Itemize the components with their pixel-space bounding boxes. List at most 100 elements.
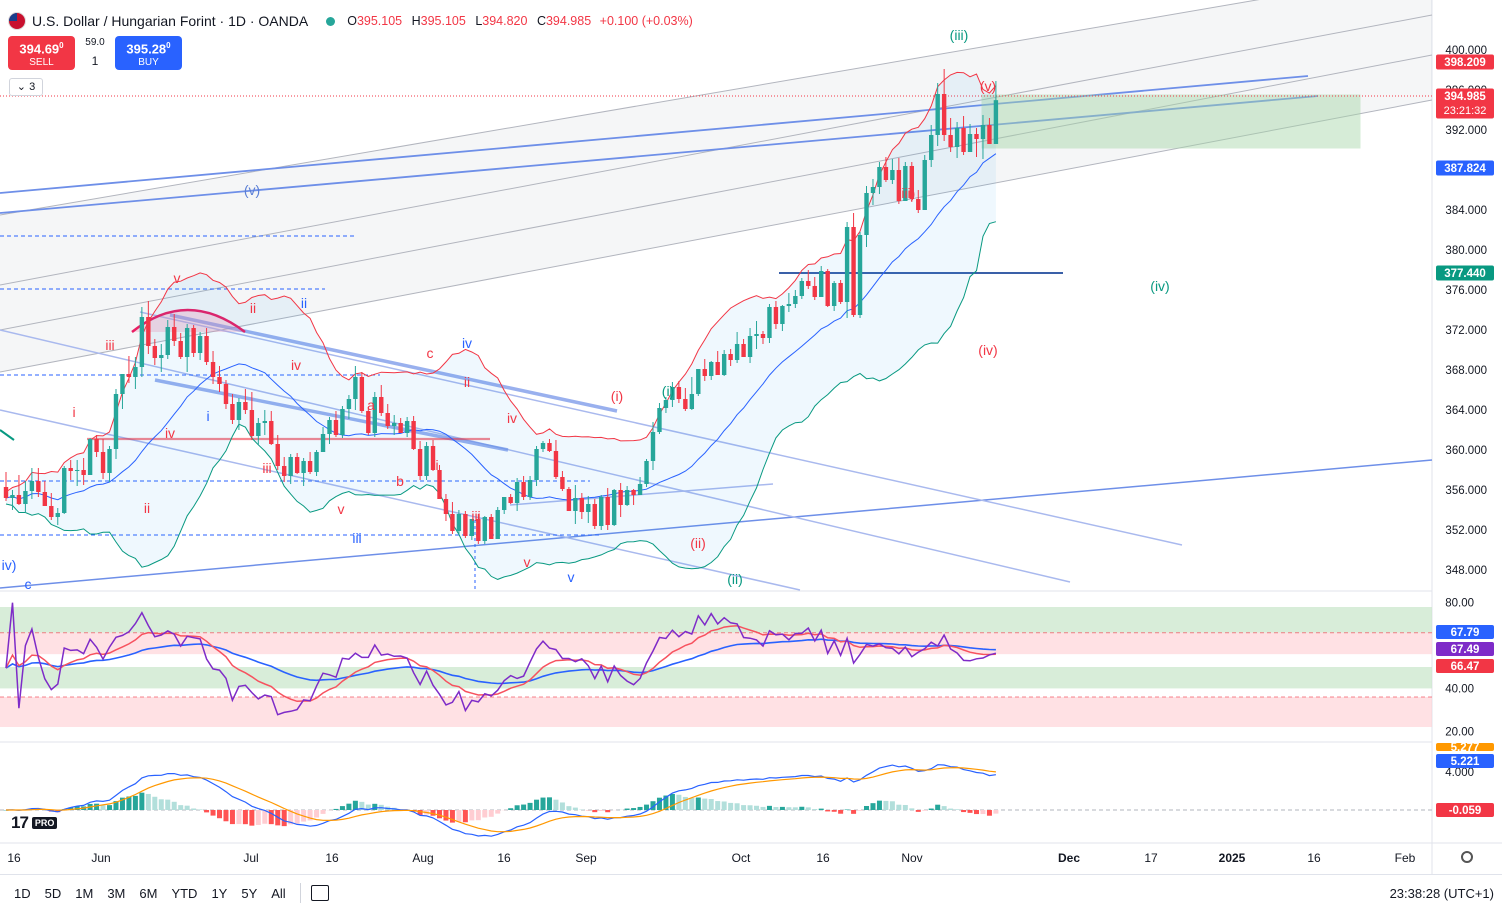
wave-label: (v) bbox=[244, 182, 260, 198]
chart-settings-gear-icon[interactable] bbox=[1461, 851, 1473, 863]
candle-body bbox=[586, 504, 590, 512]
macd-bar bbox=[107, 805, 112, 810]
sell-button[interactable]: 394.690 SELL bbox=[8, 36, 75, 70]
market-open-dot-icon bbox=[326, 17, 335, 26]
candle-body bbox=[185, 328, 189, 357]
candle-body bbox=[929, 135, 933, 160]
candle-body bbox=[677, 387, 681, 399]
time-tick-label: Aug bbox=[412, 851, 433, 865]
rsi-tag-label: 67.79 bbox=[1451, 627, 1480, 639]
indicators-collapse-button[interactable]: ⌄ 3 bbox=[9, 78, 43, 96]
candle-body bbox=[528, 480, 532, 497]
quantity-field[interactable]: 1 bbox=[75, 54, 115, 68]
macd-tag-label: 5.221 bbox=[1451, 756, 1480, 768]
macd-bar bbox=[133, 796, 138, 810]
candle-body bbox=[101, 452, 105, 473]
candle-body bbox=[483, 517, 487, 541]
macd-bar bbox=[553, 800, 558, 810]
candle-body bbox=[334, 420, 338, 435]
candle-body bbox=[30, 481, 34, 491]
timeframe-1y[interactable]: 1Y bbox=[211, 886, 227, 901]
timeframe-all[interactable]: All bbox=[271, 886, 285, 901]
candle-body bbox=[353, 377, 357, 399]
candle-body bbox=[593, 504, 597, 526]
wave-label: (i) bbox=[662, 383, 674, 399]
timeframe-1d[interactable]: 1D bbox=[14, 886, 31, 901]
time-tick-label: Dec bbox=[1058, 851, 1080, 865]
candle-body bbox=[269, 421, 273, 444]
time-tick-label: 16 bbox=[816, 851, 830, 865]
calendar-icon[interactable] bbox=[311, 885, 329, 901]
candle-body bbox=[774, 307, 778, 324]
candle-body bbox=[243, 402, 247, 410]
wave-label: (ii) bbox=[727, 571, 743, 587]
macd-bar bbox=[987, 810, 992, 816]
candle-body bbox=[683, 399, 687, 409]
price-tag-label: 377.440 bbox=[1444, 268, 1486, 280]
macd-bar bbox=[806, 807, 811, 810]
candle-body bbox=[728, 354, 732, 360]
macd-bar bbox=[670, 794, 675, 810]
candle-body bbox=[405, 421, 409, 433]
macd-bar bbox=[689, 798, 694, 810]
wave-label: i bbox=[435, 457, 438, 473]
candle-body bbox=[735, 344, 739, 360]
candle-body bbox=[858, 235, 862, 315]
buy-button[interactable]: 395.280 BUY bbox=[115, 36, 182, 70]
timeframe-5d[interactable]: 5D bbox=[45, 886, 62, 901]
timeframe-ytd[interactable]: YTD bbox=[171, 886, 197, 901]
candle-body bbox=[457, 514, 461, 531]
candle-body bbox=[204, 336, 208, 362]
macd-bar bbox=[476, 810, 481, 820]
wave-label: v bbox=[568, 569, 575, 585]
candle-body bbox=[761, 334, 765, 338]
candle-body bbox=[580, 498, 584, 512]
rsi-band bbox=[0, 633, 1432, 654]
candle-body bbox=[321, 434, 325, 452]
macd-bar bbox=[748, 805, 753, 810]
macd-bar bbox=[702, 799, 707, 810]
candle-body bbox=[392, 423, 396, 426]
wave-label: c bbox=[427, 345, 434, 361]
wave-label: ii bbox=[464, 374, 470, 390]
macd-bar bbox=[780, 807, 785, 810]
wave-label: v bbox=[524, 554, 531, 570]
candle-body bbox=[153, 346, 157, 358]
bottom-toolbar: 1D 5D 1M 3M 6M YTD 1Y 5Y All 23:38:28 (UTC+1) bbox=[0, 874, 1502, 911]
macd-bar bbox=[916, 810, 921, 812]
symbol-title[interactable]: U.S. Dollar / Hungarian Forint · 1D · OA… bbox=[32, 13, 308, 29]
wave-label: iv bbox=[291, 357, 301, 373]
timeframe-6m[interactable]: 6M bbox=[139, 886, 157, 901]
trendline bbox=[0, 430, 14, 440]
candle-body bbox=[166, 327, 170, 355]
macd-bar bbox=[223, 810, 228, 821]
candle-body bbox=[541, 443, 545, 449]
macd-bar bbox=[508, 808, 513, 810]
price-tick-label: 384.000 bbox=[1445, 205, 1487, 217]
macd-bar bbox=[961, 810, 966, 812]
chart-canvas[interactable]: (iii)(v)(v)(iii)(iv)(iv)(i)(i)(ii)(ii)vi… bbox=[0, 0, 1502, 874]
macd-bar bbox=[825, 810, 830, 811]
candle-body bbox=[444, 499, 448, 514]
timeframe-1m[interactable]: 1M bbox=[75, 886, 93, 901]
candle-body bbox=[340, 409, 344, 435]
macd-bar bbox=[191, 808, 196, 810]
candle-body bbox=[722, 354, 726, 375]
macd-bar bbox=[159, 799, 164, 810]
price-tick-label: 392.000 bbox=[1445, 125, 1487, 137]
clock-readout[interactable]: 23:38:28 (UTC+1) bbox=[1390, 886, 1494, 901]
candle-body bbox=[981, 125, 985, 139]
timeframe-3m[interactable]: 3M bbox=[107, 886, 125, 901]
candle-body bbox=[463, 514, 467, 536]
tradingview-logo[interactable]: 17 PRO bbox=[11, 814, 79, 832]
timeframe-5y[interactable]: 5Y bbox=[241, 886, 257, 901]
candle-body bbox=[800, 281, 804, 296]
macd-bar bbox=[870, 803, 875, 810]
macd-bar bbox=[372, 804, 377, 810]
candle-body bbox=[314, 452, 318, 472]
candle-body bbox=[845, 227, 849, 302]
candle-body bbox=[379, 397, 383, 413]
candle-body bbox=[716, 362, 720, 375]
candle-body bbox=[288, 457, 292, 476]
target-zone bbox=[982, 95, 1360, 148]
